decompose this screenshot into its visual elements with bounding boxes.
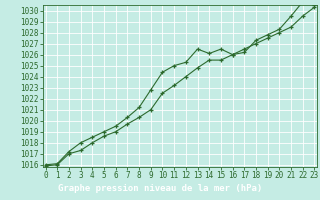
Text: Graphe pression niveau de la mer (hPa): Graphe pression niveau de la mer (hPa) (58, 184, 262, 193)
